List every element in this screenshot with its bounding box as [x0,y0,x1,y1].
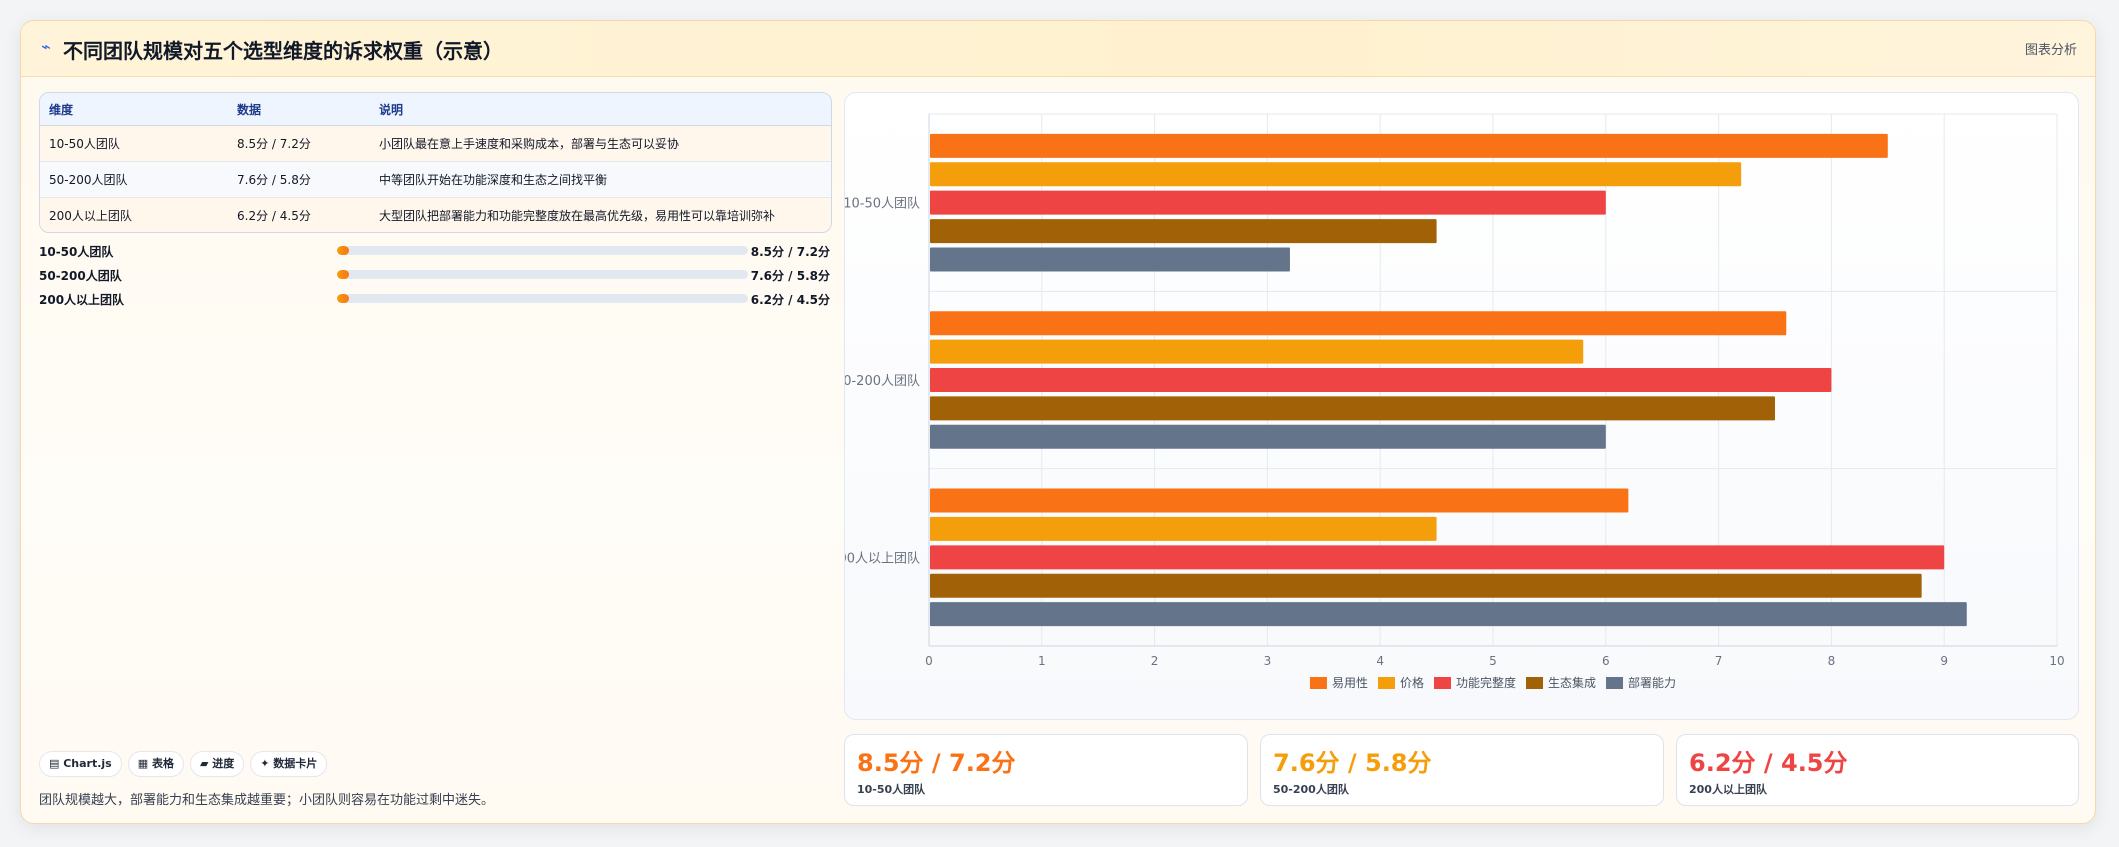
progress-row: 10-50人团队 8.5分 / 7.2分 [39,242,830,260]
legend-swatch [1606,677,1624,689]
progress-row: 50-200人团队 7.6分 / 5.8分 [39,266,830,284]
chart-card: ⌁ 不同团队规模对五个选型维度的诉求权重（示意） 图表分析 维度 数据 说明 1… [20,20,2096,824]
bar-chart: 0 1 2 3 4 5 6 7 8 9 10 10-50人团队 50-200人团队 200人以上团队易用性… [845,113,2065,690]
bar-2-2 [930,339,1584,364]
y-category-label: 200人以上团队 [845,551,920,566]
table-cell: 中等团队开始在功能深度和生态之间找平衡 [370,161,831,198]
chip-progress[interactable]: ▰ 进度 [189,751,245,777]
x-tick-label: 10 [2049,654,2064,668]
stat-label: 10-50人团队 [857,783,926,796]
bar-1-3 [930,488,1629,513]
x-tick-label: 4 [1376,654,1384,668]
table-header-cell: 维度 [40,93,228,126]
table-row: 50-200人团队 7.6分 / 5.8分 中等团队开始在功能深度和生态之间找平… [40,161,831,198]
legend-label: 易用性 [1332,676,1368,690]
bar-3-1 [930,190,1606,215]
feature-chips: ▤ Chart.js ▦ 表格 ▰ 进度 ✦ 数据卡片 [39,751,333,777]
stat-value: 6.2分 / 4.5分 [1689,749,1848,777]
bar-3-3 [930,545,1945,570]
progress-fill [337,270,350,279]
stat-card: 6.2分 / 4.5分 200人以上团队 [1676,734,2079,806]
legend-label: 价格 [1400,675,1424,690]
progress-value: 7.6分 / 5.8分 [750,269,830,283]
progress-label: 200人以上团队 [39,293,125,307]
progress-label: 10-50人团队 [39,245,114,259]
x-tick-label: 7 [1715,654,1723,668]
x-tick-label: 0 [925,654,933,668]
progress-track [337,294,748,303]
bar-4-1 [930,219,1437,244]
table-cell: 10-50人团队 [40,125,228,162]
legend-label: 部署能力 [1628,675,1676,690]
data-table: 维度 数据 说明 10-50人团队 8.5分 / 7.2分 小团队最在意上手速度… [39,92,832,233]
table-header-row: 维度 数据 说明 [40,93,831,126]
table-cell: 7.6分 / 5.8分 [228,161,370,198]
table-cell: 小团队最在意上手速度和采购成本，部署与生态可以妥协 [370,125,831,162]
stat-card: 8.5分 / 7.2分 10-50人团队 [844,734,1248,806]
progress-row: 200人以上团队 6.2分 / 4.5分 [39,290,830,308]
progress-value: 6.2分 / 4.5分 [750,293,830,307]
x-tick-label: 1 [1038,654,1046,668]
bar-1-2 [930,311,1787,336]
progress-value: 8.5分 / 7.2分 [750,245,830,259]
bar-5-2 [930,424,1606,449]
legend-swatch [1309,677,1327,689]
table-cell: 大型团队把部署能力和功能完整度放在最高优先级，易用性可以靠培训弥补 [370,197,831,232]
x-tick-label: 8 [1828,654,1836,668]
stat-value: 8.5分 / 7.2分 [857,749,1016,777]
bar-1-1 [930,133,1888,158]
legend-swatch [1526,677,1544,689]
x-tick-label: 3 [1264,654,1272,668]
stat-label: 200人以上团队 [1689,783,1767,796]
stat-value: 7.6分 / 5.8分 [1273,749,1432,777]
legend-label: 生态集成 [1548,675,1596,690]
bar-chart-panel: 0 1 2 3 4 5 6 7 8 9 10 10-50人团队 50-200人团队 200人以上团队易用性… [844,92,2079,720]
x-tick-label: 9 [1940,654,1948,668]
progress-track [337,246,748,255]
table-header-cell: 数据 [228,93,370,126]
chart-logo-icon: ⌁ [41,37,51,56]
card-header: ⌁ 不同团队规模对五个选型维度的诉求权重（示意） 图表分析 [21,21,2095,77]
table-cell: 8.5分 / 7.2分 [228,125,370,162]
progress-label: 50-200人团队 [39,269,122,283]
x-tick-label: 2 [1151,654,1159,668]
progress-fill [337,294,350,303]
table-header-cell: 说明 [370,93,831,126]
chip-chartjs[interactable]: ▤ Chart.js [39,751,122,777]
table-cell: 6.2分 / 4.5分 [228,197,370,232]
table-cell: 200人以上团队 [40,197,228,232]
stat-card: 7.6分 / 5.8分 50-200人团队 [1260,734,1664,806]
bar-2-1 [930,162,1742,187]
table-row: 200人以上团队 6.2分 / 4.5分 大型团队把部署能力和功能完整度放在最高… [40,197,831,232]
header-tag: 图表分析 [2024,43,2077,58]
legend-swatch [1377,677,1395,689]
summary-note: 团队规模越大，部署能力和生态集成越重要；小团队则容易在功能过剩中迷失。 [39,793,495,808]
bar-5-3 [930,602,1967,627]
table-cell: 50-200人团队 [40,161,228,198]
bar-4-2 [930,396,1775,421]
chip-table[interactable]: ▦ 表格 [127,751,184,777]
bar-2-3 [930,516,1437,541]
x-tick-label: 6 [1602,654,1610,668]
stat-label: 50-200人团队 [1273,783,1349,796]
chip-data-cards[interactable]: ✦ 数据卡片 [250,751,328,777]
legend-swatch [1433,677,1451,689]
x-tick-label: 5 [1489,654,1497,668]
bar-4-3 [930,573,1922,598]
legend-label: 功能完整度 [1456,675,1516,690]
progress-fill [337,246,350,255]
y-category-label: 10-50人团队 [845,197,920,212]
y-category-label: 50-200人团队 [845,374,920,389]
progress-track [337,270,748,279]
bar-3-2 [930,368,1832,392]
table-row: 10-50人团队 8.5分 / 7.2分 小团队最在意上手速度和采购成本，部署与… [40,125,831,162]
bar-5-1 [930,247,1290,272]
page-title: 不同团队规模对五个选型维度的诉求权重（示意） [63,39,503,63]
